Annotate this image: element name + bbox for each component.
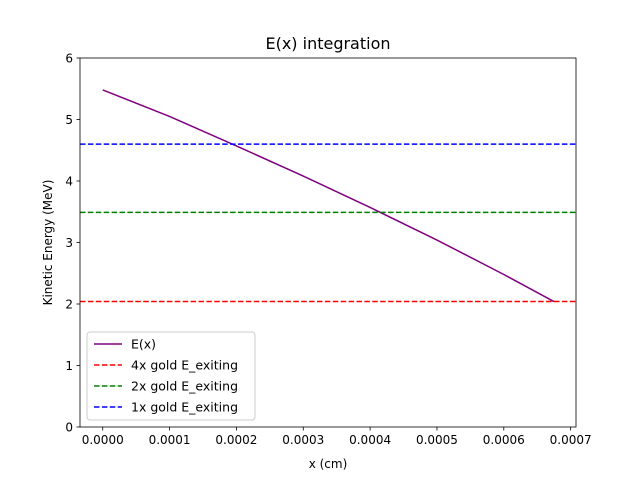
legend-label-0: E(x) xyxy=(131,337,156,352)
y-tick-label-2: 2 xyxy=(65,298,73,312)
y-tick-label-5: 5 xyxy=(65,113,73,127)
x-tick-label-2: 0.0002 xyxy=(215,433,257,447)
x-tick-label-4: 0.0004 xyxy=(349,433,391,447)
y-axis-label: Kinetic Energy (MeV) xyxy=(41,180,55,306)
y-tick-label-6: 6 xyxy=(65,52,73,66)
series-line-0 xyxy=(102,89,555,303)
y-tick-label-0: 0 xyxy=(65,421,73,435)
y-tick-label-3: 3 xyxy=(65,236,73,250)
x-tick-label-7: 0.0007 xyxy=(550,433,592,447)
legend-label-1: 4x gold E_exiting xyxy=(131,358,238,373)
legend-box xyxy=(86,331,256,421)
chart-title: E(x) integration xyxy=(265,34,390,53)
y-tick-label-1: 1 xyxy=(65,359,73,373)
x-tick-label-1: 0.0001 xyxy=(149,433,191,447)
x-tick-label-5: 0.0005 xyxy=(416,433,458,447)
legend-label-3: 1x gold E_exiting xyxy=(131,400,238,415)
legend: E(x) 4x gold E_exiting 2x gold E_exiting 1x… xyxy=(86,331,256,421)
x-axis-label: x (cm) xyxy=(309,457,348,471)
x-tick-label-3: 0.0003 xyxy=(282,433,324,447)
legend-label-2: 2x gold E_exiting xyxy=(131,379,238,394)
x-tick-label-6: 0.0006 xyxy=(483,433,525,447)
axes: 0.0000 0.0001 0.0002 0.0003 0.0004 0.0005 0.00… xyxy=(65,52,591,448)
x-tick-label-0: 0.0000 xyxy=(82,433,124,447)
y-tick-label-4: 4 xyxy=(65,175,73,189)
plot-content xyxy=(80,89,576,303)
